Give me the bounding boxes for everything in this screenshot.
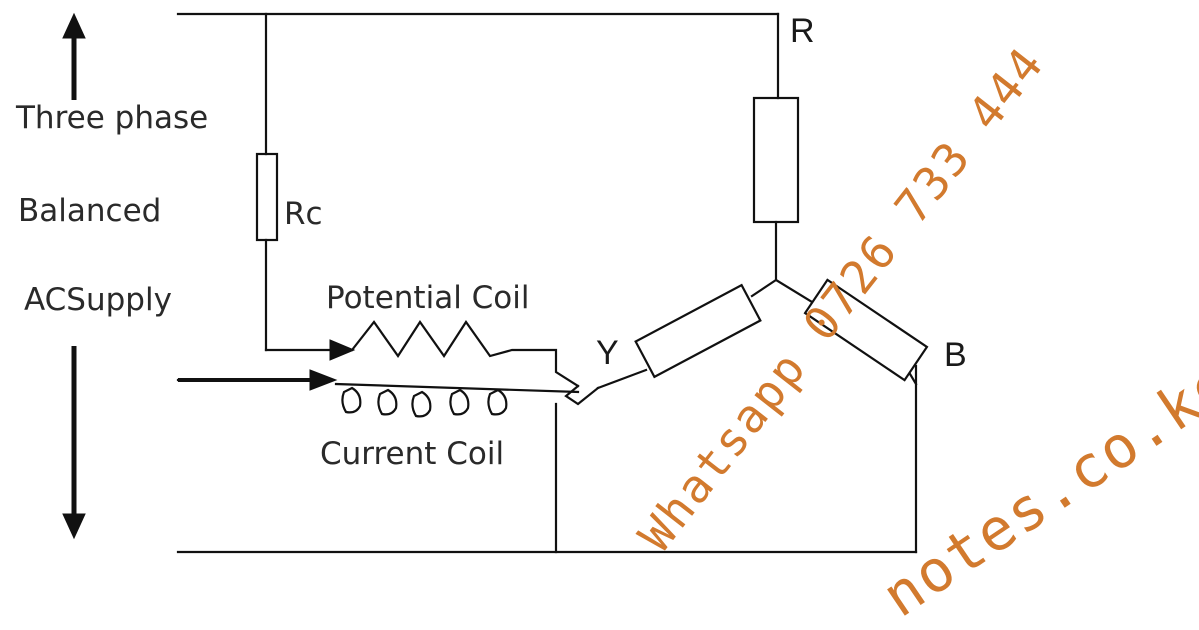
current-coil-arrowhead xyxy=(309,369,338,391)
current-coil-axis xyxy=(334,382,580,394)
supply-label-three-phase: Three phase xyxy=(16,100,209,136)
rc-resistor xyxy=(255,152,279,242)
supply-label-ac-supply: ACSupply xyxy=(24,282,172,318)
node-label-b: B xyxy=(944,336,967,374)
y-load-to-star xyxy=(750,278,778,298)
y-phase-load xyxy=(634,283,762,379)
potential-coil xyxy=(350,320,580,388)
supply-up-arrowhead xyxy=(62,12,86,39)
star-to-b-load xyxy=(774,278,814,304)
rc-label: Rc xyxy=(284,196,323,232)
wattmeter-circuit-diagram xyxy=(62,12,929,554)
node-label-y: Y xyxy=(596,334,619,372)
current-coil xyxy=(341,386,508,418)
potential-coil-label: Potential Coil xyxy=(326,280,530,316)
y-to-load-wire xyxy=(596,368,648,390)
node-label-r: R xyxy=(790,12,815,50)
current-coil-label: Current Coil xyxy=(320,436,505,472)
supply-down-arrowhead xyxy=(62,513,86,540)
potential-coil-arrowhead xyxy=(329,339,356,361)
b-phase-load xyxy=(803,278,929,382)
r-phase-load xyxy=(752,96,800,224)
supply-label-balanced: Balanced xyxy=(18,193,162,229)
current-coil-to-y xyxy=(564,384,600,406)
